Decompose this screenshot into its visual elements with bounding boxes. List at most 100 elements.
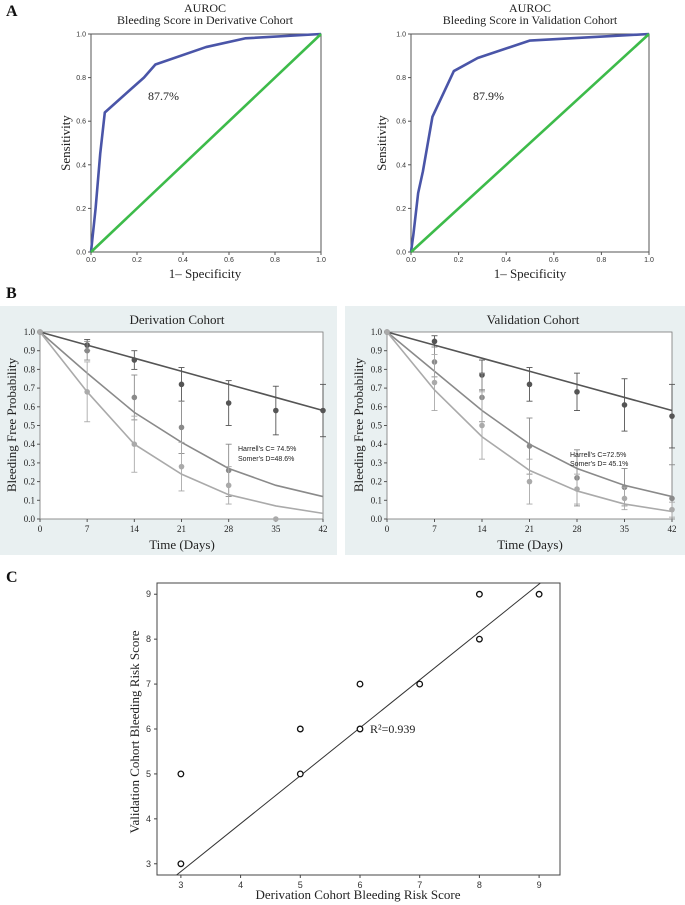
roc1-ytick-label: 0.4 xyxy=(396,162,406,169)
km0-ytick-label: 0.6 xyxy=(24,402,36,412)
roc1-ytick-label: 0.2 xyxy=(396,206,406,213)
km0-ytick-label: 0.1 xyxy=(24,495,35,505)
km1-point-low xyxy=(431,338,438,345)
km-right-ylabel: Bleeding Free Probability xyxy=(351,357,366,492)
scatter-ytick-label: 7 xyxy=(146,679,151,689)
km0-point-low xyxy=(131,357,138,363)
km-right-title: Validation Cohort xyxy=(487,312,580,327)
scatter-r2-label: R²=0.939 xyxy=(370,722,415,736)
km0-xtick-label: 42 xyxy=(319,524,328,534)
roc-left-subtitle: Bleeding Score in Derivative Cohort xyxy=(117,13,294,27)
scatter-ytick-label: 9 xyxy=(146,589,151,599)
scatter-xtick-label: 8 xyxy=(477,880,482,890)
km0-point-high xyxy=(273,516,279,522)
km1-point-mid xyxy=(526,443,533,449)
km-left-ylabel: Bleeding Free Probability xyxy=(4,357,19,492)
km0-point-mid xyxy=(84,347,90,354)
km1-ytick-label: 0.8 xyxy=(371,364,383,374)
km-left-title: Derivation Cohort xyxy=(130,312,225,327)
roc0-roc-curve xyxy=(89,32,322,253)
km0-ytick-label: 0.9 xyxy=(24,346,36,356)
km1-point-high xyxy=(526,478,533,485)
roc-left-title: AUROC xyxy=(184,1,226,15)
roc1-xtick-label: 0.0 xyxy=(406,257,416,264)
km-right-annot-c: Harrell's C=72.5% xyxy=(570,452,626,459)
scatter-point xyxy=(177,860,185,868)
scatter-ylabel: Validation Cohort Bleeding Risk Score xyxy=(127,630,142,833)
km1-xtick-label: 35 xyxy=(620,524,630,534)
km1-ytick-label: 1.0 xyxy=(371,327,383,337)
roc-validation-chart: AUROC Bleeding Score in Validation Cohor… xyxy=(374,1,654,281)
roc0-xtick-label: 0.4 xyxy=(178,257,188,264)
scatter-xtick-label: 4 xyxy=(238,880,243,890)
scatter-xlabel: Derivation Cohort Bleeding Risk Score xyxy=(255,887,460,902)
km1-ytick-label: 0.1 xyxy=(371,495,382,505)
roc1-xtick-label: 0.4 xyxy=(501,257,511,264)
scatter-xtick-label: 7 xyxy=(417,880,422,890)
km0-point-low xyxy=(273,407,279,414)
km0-ytick-label: 0.7 xyxy=(24,383,36,393)
km1-ytick-label: 0.6 xyxy=(371,402,383,412)
km0-point-high xyxy=(84,389,90,395)
km1-xtick-label: 42 xyxy=(668,524,677,534)
scatter-ytick-label: 8 xyxy=(146,634,151,644)
scatter-point xyxy=(296,725,304,733)
km0-xtick-label: 28 xyxy=(224,524,234,534)
km0-ytick-label: 0.2 xyxy=(24,477,35,487)
km-derivation-chart: Derivation Cohort 0 7 14 21 28 35 42 0.0 0.1 0.2 0… xyxy=(0,306,337,555)
roc0-reference-line xyxy=(90,33,322,253)
km1-ytick-label: 0.2 xyxy=(371,477,382,487)
km-right-annot-d: Somer's D= 45.1% xyxy=(570,461,628,468)
roc0-ytick-label: 0.8 xyxy=(76,75,86,82)
scatter-ytick-label: 6 xyxy=(146,724,151,734)
roc1-ytick-label: 1.0 xyxy=(396,32,406,39)
km1-point-high xyxy=(384,329,390,335)
roc1-xtick-label: 1.0 xyxy=(644,257,654,264)
scatter-xtick-label: 3 xyxy=(178,880,183,890)
panel-label-b: B xyxy=(6,285,17,302)
roc-left-ylabel: Sensitivity xyxy=(58,115,73,171)
km0-ytick-label: 0.4 xyxy=(24,439,36,449)
roc1-xtick-label: 0.2 xyxy=(454,257,464,264)
roc0-ytick-label: 0.4 xyxy=(76,162,86,169)
scatter-point xyxy=(475,590,483,598)
scatter-point xyxy=(535,590,543,598)
km1-xtick-label: 7 xyxy=(432,524,437,534)
roc-right-auc-label: 87.9% xyxy=(473,89,504,103)
km1-ytick-label: 0.9 xyxy=(371,346,383,356)
scatter-point xyxy=(356,680,364,688)
km0-point-high xyxy=(225,482,232,489)
km1-xtick-label: 14 xyxy=(478,524,488,534)
km1-point-high xyxy=(479,422,485,429)
scatter-xtick-label: 9 xyxy=(537,880,542,890)
roc0-xtick-label: 1.0 xyxy=(316,257,326,264)
km0-point-high xyxy=(131,441,138,448)
scatter-xtick-label: 5 xyxy=(298,880,303,890)
km1-point-high xyxy=(669,506,675,513)
km0-ytick-label: 1.0 xyxy=(24,327,36,337)
roc0-ytick-label: 0.2 xyxy=(76,206,86,213)
roc-derivation-chart: AUROC Bleeding Score in Derivative Cohor… xyxy=(58,1,326,281)
roc1-reference-line xyxy=(410,33,650,253)
km0-xtick-label: 21 xyxy=(177,524,186,534)
km1-xtick-label: 0 xyxy=(385,524,390,534)
km0-xtick-label: 0 xyxy=(38,524,43,534)
scatter-point xyxy=(296,770,304,778)
roc1-roc-curve xyxy=(409,32,650,253)
roc-left-auc-label: 87.7% xyxy=(148,89,179,103)
km1-ytick-label: 0.0 xyxy=(371,514,383,524)
km0-ytick-label: 0.8 xyxy=(24,364,36,374)
roc0-xtick-label: 0.8 xyxy=(270,257,280,264)
km0-point-high xyxy=(37,329,43,335)
km1-xtick-label: 21 xyxy=(525,524,534,534)
roc1-xtick-label: 0.6 xyxy=(549,257,559,264)
scatter-ytick-label: 5 xyxy=(146,769,151,779)
km1-point-high xyxy=(431,379,438,386)
km0-ytick-label: 0.5 xyxy=(24,421,36,431)
km1-ytick-label: 0.5 xyxy=(371,421,383,431)
scatter-point xyxy=(177,770,185,778)
km0-point-low xyxy=(225,400,232,406)
km1-point-low xyxy=(574,389,580,395)
roc0-xtick-label: 0.6 xyxy=(224,257,234,264)
